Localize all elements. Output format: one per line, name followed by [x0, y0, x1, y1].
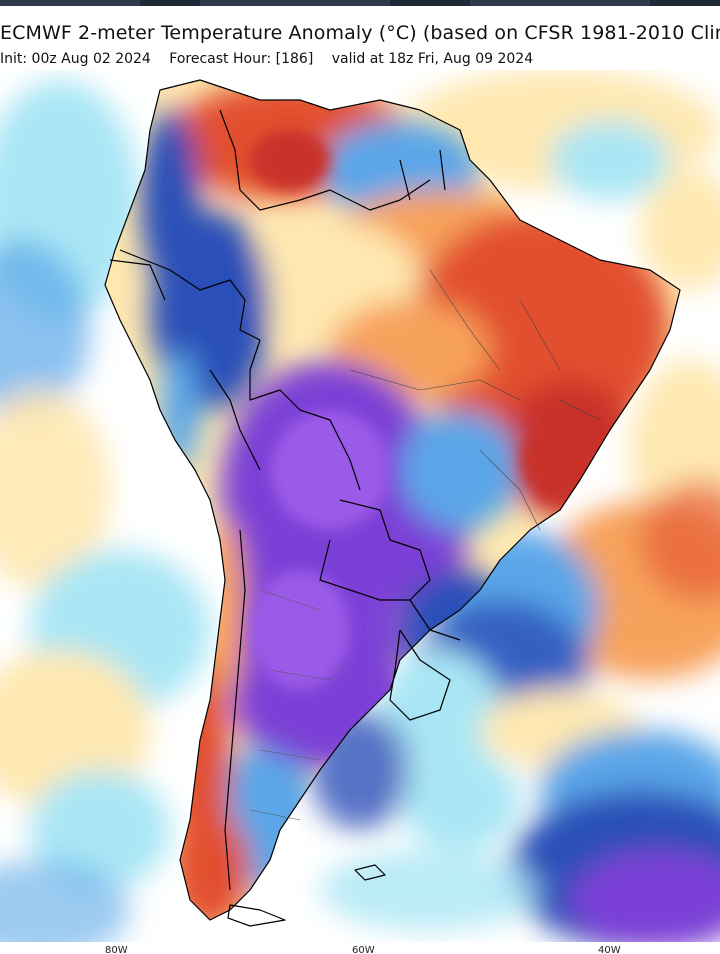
- border-peru-chile: [209, 369, 261, 471]
- top-strip-segment: [0, 0, 140, 6]
- lon-label-80w: 80W: [105, 945, 128, 954]
- border-argentina-provinces: [249, 589, 351, 821]
- continent-outline: [104, 79, 681, 921]
- valid-time: valid at 18z Fri, Aug 09 2024: [331, 51, 534, 67]
- map-header: ECMWF 2-meter Temperature Anomaly (°C) (…: [0, 6, 720, 70]
- lon-label-40w: 40W: [598, 945, 621, 954]
- top-strip: [0, 0, 720, 6]
- border-argentina-uruguay: [389, 629, 451, 721]
- island-tierra-del-fuego: [227, 904, 286, 927]
- init-time: Init: 00z Aug 02 2024: [0, 51, 151, 67]
- longitude-axis: 80W 60W 40W: [0, 942, 720, 954]
- map-subtitle: Init: 00z Aug 02 2024 Forecast Hour: [18…: [0, 51, 547, 67]
- border-chile-argentina: [224, 529, 246, 891]
- top-strip-segment: [470, 0, 650, 6]
- border-colombia-peru-brazil: [119, 249, 261, 341]
- border-brazil-states: [349, 269, 601, 531]
- border-guianas: [399, 149, 446, 201]
- lon-label-60w: 60W: [352, 945, 375, 954]
- temperature-anomaly-map: [0, 70, 720, 942]
- border-peru-brazil-bolivia: [249, 339, 361, 491]
- border-venezuela-brazil: [329, 179, 431, 211]
- map-title: ECMWF 2-meter Temperature Anomaly (°C) (…: [0, 22, 720, 44]
- island-falklands: [354, 864, 386, 881]
- border-bolivia-paraguay: [339, 499, 431, 601]
- ocean-anomaly-field: [0, 70, 720, 942]
- border-colombia-venezuela: [219, 109, 331, 211]
- country-borders: [104, 79, 681, 927]
- forecast-hour: Forecast Hour: [186]: [169, 51, 314, 67]
- top-strip-segment: [200, 0, 390, 6]
- border-paraguay-argentina: [319, 539, 410, 601]
- border-ecuador: [109, 259, 166, 301]
- border-brazil-argentina: [409, 599, 461, 641]
